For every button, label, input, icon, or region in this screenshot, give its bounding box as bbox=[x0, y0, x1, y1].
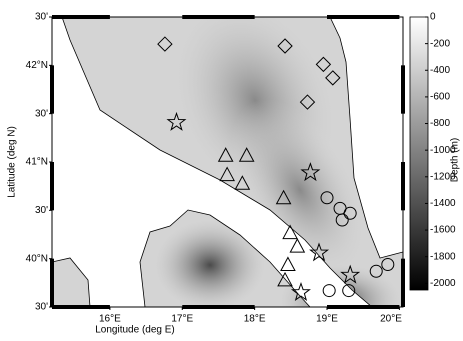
y-tick-label: 30' bbox=[35, 12, 48, 23]
x-tick-label: 17°E bbox=[171, 314, 193, 325]
colorbar-tick-label: 0 bbox=[430, 12, 436, 23]
y-tick-label: 40°N bbox=[26, 253, 48, 264]
frame-band bbox=[50, 65, 54, 113]
colorbar-tick-label: -600 bbox=[430, 92, 450, 103]
x-axis-label: Longitude (deg E) bbox=[95, 325, 175, 336]
frame-band bbox=[401, 259, 405, 307]
colorbar-tick-label: -1800 bbox=[430, 251, 456, 262]
colorbar bbox=[410, 17, 428, 290]
frame-band bbox=[50, 162, 54, 210]
y-tick-label: 41°N bbox=[26, 157, 48, 168]
frame-band bbox=[50, 259, 54, 307]
colorbar-tick-label: -800 bbox=[430, 118, 450, 129]
colorbar-tick-label: -400 bbox=[430, 65, 450, 76]
y-tick-label: 30' bbox=[35, 108, 48, 119]
frame-band bbox=[327, 15, 399, 19]
x-tick-label: 16°E bbox=[99, 314, 121, 325]
y-tick-label: 42°N bbox=[26, 60, 48, 71]
frame-band bbox=[327, 305, 399, 309]
colorbar-tick-label: -1400 bbox=[430, 198, 456, 209]
y-tick-label: 30' bbox=[35, 205, 48, 216]
x-tick-label: 20°E bbox=[380, 314, 402, 325]
colorbar-tick-label: -1000 bbox=[430, 145, 456, 156]
colorbar-tick-label: -2000 bbox=[430, 278, 456, 289]
y-axis-label: Latitude (deg N) bbox=[7, 126, 18, 198]
frame-band bbox=[52, 305, 110, 309]
frame-band bbox=[182, 15, 254, 19]
colorbar-tick-label: -1200 bbox=[430, 171, 456, 182]
colorbar-tick-label: -1600 bbox=[430, 225, 456, 236]
colorbar-tick-label: -200 bbox=[430, 38, 450, 49]
frame-band bbox=[401, 65, 405, 113]
y-tick-label: 30' bbox=[35, 302, 48, 313]
x-tick-label: 19°E bbox=[316, 314, 338, 325]
map: Longitude (deg E) Latitude (deg N) Depth… bbox=[0, 0, 463, 341]
frame-band bbox=[182, 305, 254, 309]
x-tick-label: 18°E bbox=[244, 314, 266, 325]
frame-band bbox=[52, 15, 110, 19]
frame-band bbox=[401, 162, 405, 210]
